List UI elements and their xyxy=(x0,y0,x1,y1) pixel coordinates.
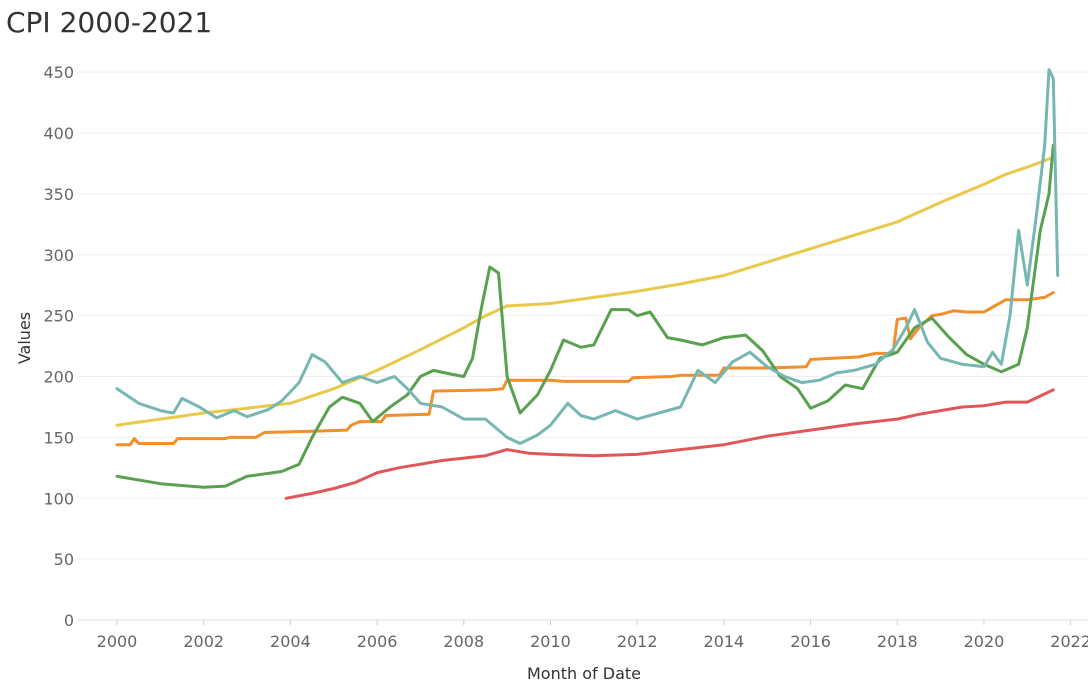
chart-title: CPI 2000-2021 xyxy=(6,6,213,39)
series-line-5 xyxy=(115,68,1060,445)
x-tick-label: 2012 xyxy=(617,632,658,651)
x-tick-label: 2002 xyxy=(183,632,224,651)
x-axis-label: Month of Date xyxy=(527,664,641,683)
x-tick-label: 2016 xyxy=(790,632,831,651)
y-tick-label: 450 xyxy=(43,63,74,82)
y-tick-label: 350 xyxy=(43,185,74,204)
x-tick-label: 2018 xyxy=(877,632,918,651)
series-line-4 xyxy=(115,143,1055,489)
y-tick-label: 0 xyxy=(64,611,74,630)
x-tick-labels: 2000 2002 2004 2006 2008 2010 2012 2014 2016 2018… xyxy=(97,632,1088,651)
x-tick-label: 2022 xyxy=(1050,632,1088,651)
x-tick-label: 2006 xyxy=(357,632,398,651)
y-tick-label: 50 xyxy=(54,550,74,569)
x-tick-label: 2014 xyxy=(704,632,745,651)
x-tick-label: 2000 xyxy=(97,632,138,651)
y-tick-label: 200 xyxy=(43,368,74,387)
y-axis-label: Values xyxy=(15,312,34,364)
series-lines xyxy=(115,68,1060,500)
y-tick-label: 100 xyxy=(43,489,74,508)
series-line-2 xyxy=(115,291,1055,447)
y-tick-label: 400 xyxy=(43,124,74,143)
y-tick-label: 150 xyxy=(43,428,74,447)
gridlines xyxy=(78,71,1088,625)
x-tick-label: 2020 xyxy=(964,632,1005,651)
y-tick-label: 250 xyxy=(43,307,74,326)
y-tick-label: 300 xyxy=(43,246,74,265)
series-line-3 xyxy=(284,388,1055,500)
x-tick-label: 2004 xyxy=(270,632,311,651)
x-tick-label: 2008 xyxy=(443,632,484,651)
x-tick-label: 2010 xyxy=(530,632,571,651)
series-line-1 xyxy=(115,155,1055,427)
y-tick-labels: 0 50 100 150 200 250 300 350 400 450 xyxy=(43,63,74,630)
